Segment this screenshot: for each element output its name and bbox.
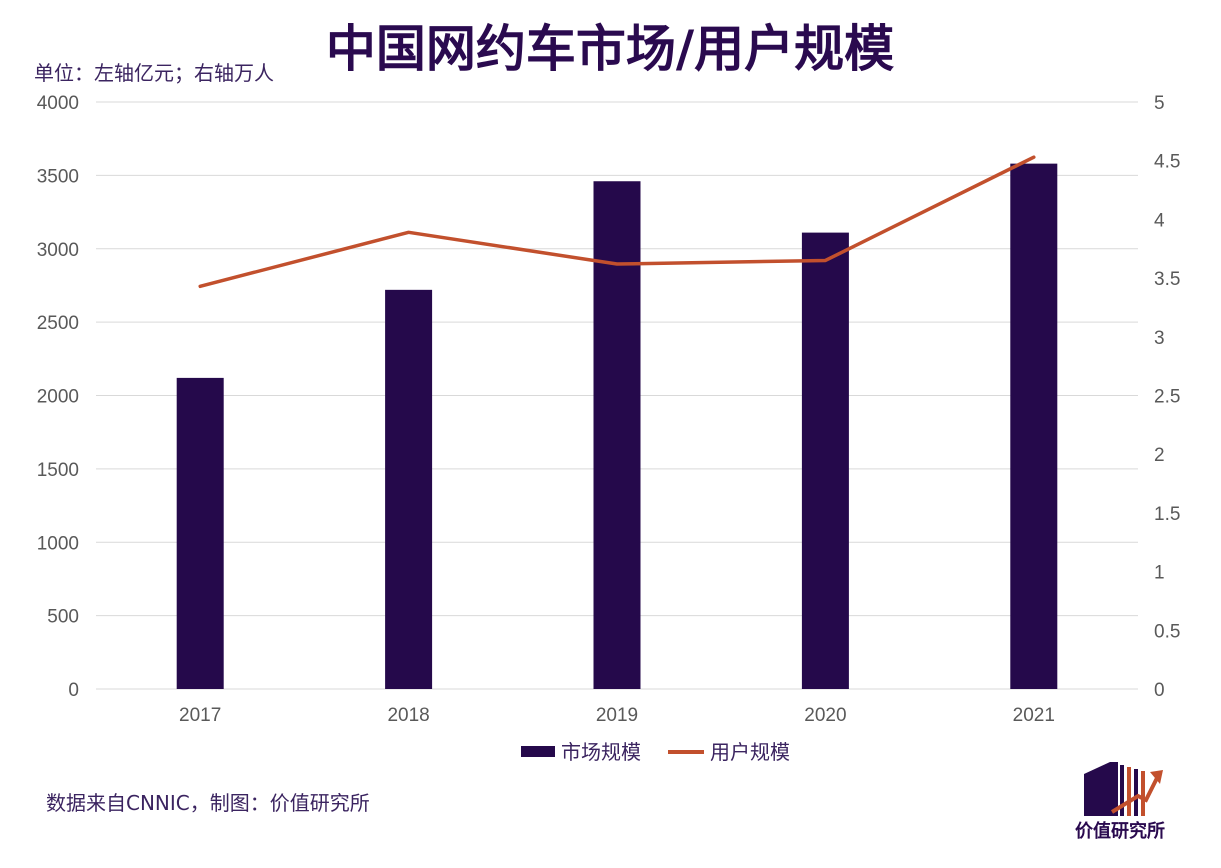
- left-tick-label: 1500: [37, 460, 79, 481]
- x-tick-label-2020: 2020: [804, 705, 846, 726]
- right-tick-label: 0: [1154, 680, 1165, 701]
- bar-2020: [801, 232, 849, 690]
- left-tick-label: 3500: [37, 166, 79, 187]
- legend-label-market-size: 市场规模: [561, 740, 641, 764]
- x-tick-label-2021: 2021: [1013, 705, 1055, 726]
- left-tick-label: 500: [47, 607, 79, 628]
- unit-note: 单位：左轴亿元；右轴万人: [34, 61, 274, 85]
- left-tick-label: 2000: [37, 387, 79, 408]
- logo-text: 价值研究所: [1075, 820, 1165, 842]
- legend-swatch-bar: [521, 746, 555, 757]
- source-note: 数据来自CNNIC，制图：价值研究所: [46, 791, 370, 815]
- right-tick-label: 1: [1154, 563, 1165, 584]
- legend: 市场规模 用户规模: [521, 740, 790, 764]
- bar-2021: [1010, 163, 1058, 689]
- right-tick-label: 3: [1154, 328, 1165, 349]
- left-tick-label: 4000: [37, 93, 79, 114]
- bar-series-market-size: [176, 163, 1058, 690]
- legend-label-user-size: 用户规模: [710, 740, 790, 764]
- left-tick-label: 1000: [37, 533, 79, 554]
- bar-growth-logo-icon: [1084, 762, 1163, 816]
- right-tick-label: 2: [1154, 445, 1165, 466]
- left-tick-label: 2500: [37, 313, 79, 334]
- right-tick-label: 4: [1154, 210, 1165, 231]
- x-tick-label-2017: 2017: [179, 705, 221, 726]
- user-size-line: [198, 155, 1036, 289]
- left-axis-ticks: 0 500 1000 1500 2000 2500 3000 3500 4000: [37, 93, 79, 701]
- right-tick-label: 3.5: [1154, 269, 1180, 290]
- right-tick-label: 5: [1154, 93, 1165, 114]
- bar-2018: [385, 289, 433, 689]
- x-axis-labels: 2017 2018 2019 2020 2021: [179, 705, 1055, 726]
- right-tick-label: 0.5: [1154, 621, 1180, 642]
- line-series-user-size: [198, 155, 1036, 289]
- right-tick-label: 2.5: [1154, 387, 1180, 408]
- chart-title: 中国网约车市场/用户规模: [326, 20, 894, 78]
- x-tick-label-2019: 2019: [596, 705, 638, 726]
- bar-2019: [593, 181, 641, 689]
- x-tick-label-2018: 2018: [387, 705, 429, 726]
- left-tick-label: 3000: [37, 240, 79, 261]
- right-axis-ticks: 0 0.5 1 1.5 2 2.5 3 3.5 4 4.5 5: [1154, 93, 1180, 701]
- bar-2017: [176, 377, 224, 689]
- right-tick-label: 4.5: [1154, 152, 1180, 173]
- right-tick-label: 1.5: [1154, 504, 1180, 525]
- left-tick-label: 0: [68, 680, 79, 701]
